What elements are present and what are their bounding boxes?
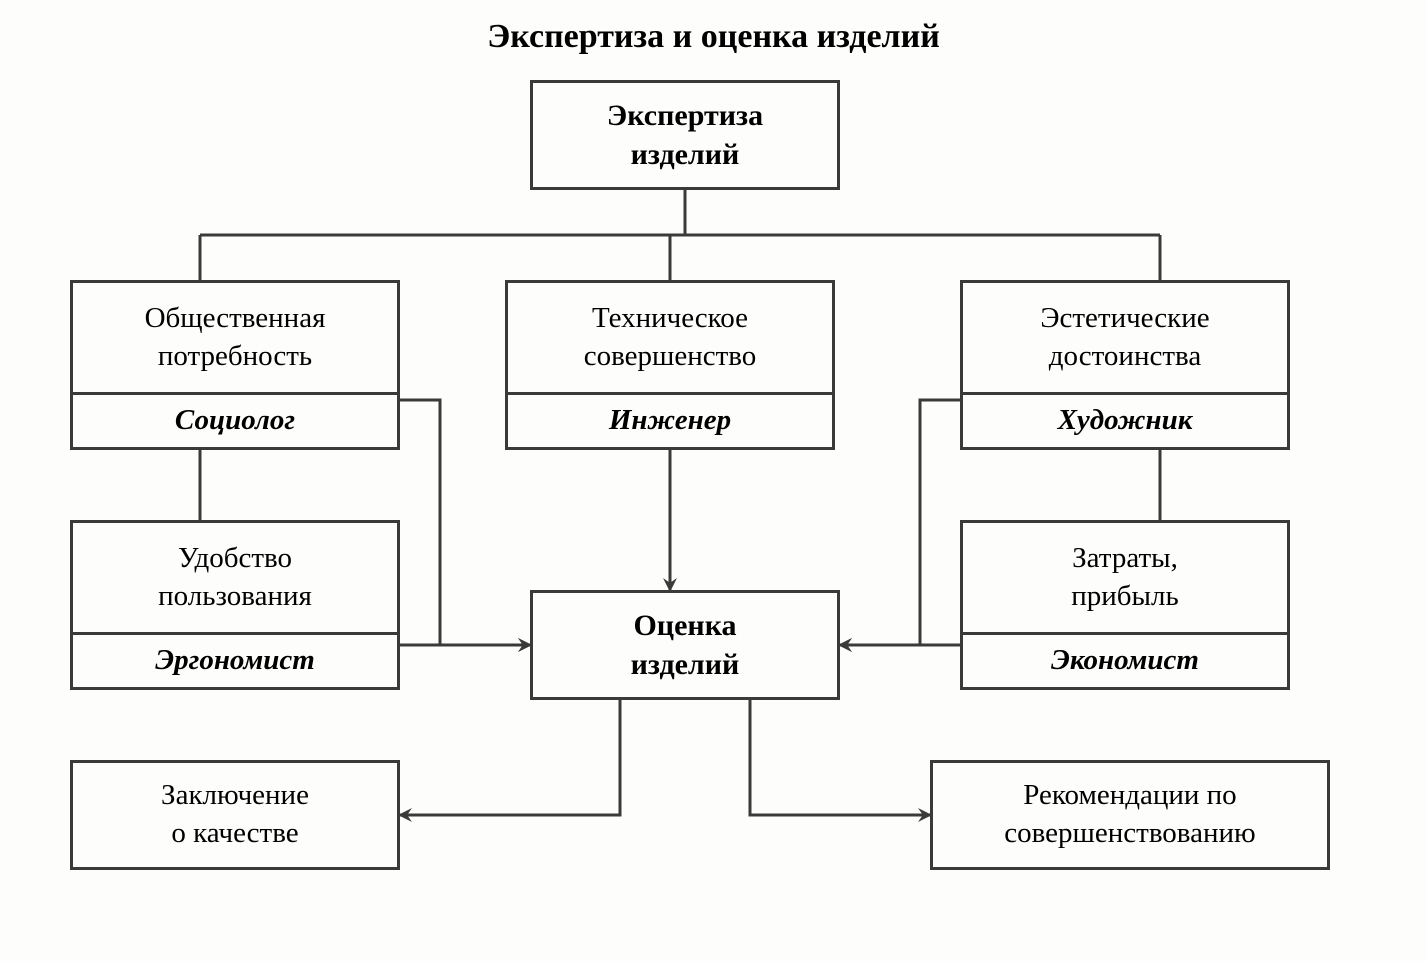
diagram-title: Экспертиза и оценка изделий — [0, 18, 1427, 56]
node-conclusion-label: Заключение о качестве — [73, 769, 397, 860]
node-usability: Удобство пользования Эргономист — [70, 520, 400, 690]
node-aesthetic-label: Эстетические достоинства — [963, 283, 1287, 392]
node-evaluation-label: Оценка изделий — [533, 598, 837, 692]
node-root: Экспертиза изделий — [530, 80, 840, 190]
node-evaluation: Оценка изделий — [530, 590, 840, 700]
node-cost-role: Экономист — [963, 632, 1287, 687]
node-usability-role: Эргономист — [73, 632, 397, 687]
node-aesthetic: Эстетические достоинства Художник — [960, 280, 1290, 450]
node-cost: Затраты, прибыль Экономист — [960, 520, 1290, 690]
node-social: Общественная потребность Социолог — [70, 280, 400, 450]
node-social-label: Общественная потребность — [73, 283, 397, 392]
node-recommendation: Рекомендации по совершенствованию — [930, 760, 1330, 870]
title-text: Экспертиза и оценка изделий — [487, 18, 940, 55]
node-conclusion: Заключение о качестве — [70, 760, 400, 870]
node-social-role: Социолог — [73, 392, 397, 447]
node-technical-role: Инженер — [508, 392, 832, 447]
node-technical: Техническое совершенство Инженер — [505, 280, 835, 450]
node-technical-label: Техническое совершенство — [508, 283, 832, 392]
node-usability-label: Удобство пользования — [73, 523, 397, 632]
node-cost-label: Затраты, прибыль — [963, 523, 1287, 632]
node-aesthetic-role: Художник — [963, 392, 1287, 447]
node-recommendation-label: Рекомендации по совершенствованию — [933, 769, 1327, 860]
node-root-label: Экспертиза изделий — [533, 88, 837, 182]
